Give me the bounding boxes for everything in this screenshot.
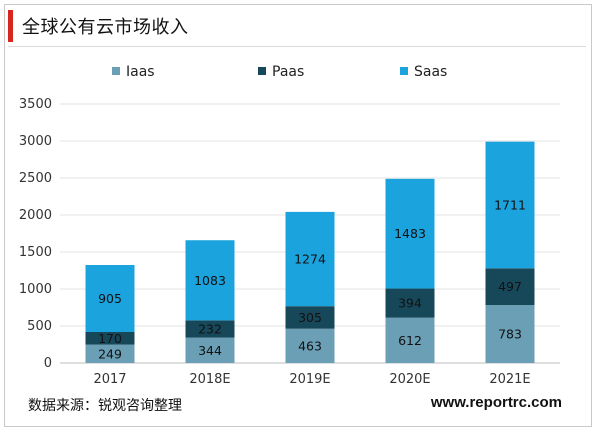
title-accent-bar xyxy=(8,10,13,42)
x-tick-label: 2020E xyxy=(389,372,430,387)
bar-segment xyxy=(85,265,135,332)
data-label: 905 xyxy=(98,291,122,306)
data-label: 612 xyxy=(398,333,422,348)
y-tick-label: 3500 xyxy=(19,97,52,112)
y-tick-label: 0 xyxy=(44,356,52,371)
legend-swatch xyxy=(112,67,120,75)
data-label: 1711 xyxy=(494,197,526,212)
x-tick-label: 2019E xyxy=(289,372,330,387)
y-tick-label: 1500 xyxy=(19,245,52,260)
data-label: 249 xyxy=(98,346,122,361)
bar-segment xyxy=(485,141,535,269)
bar-segment xyxy=(485,268,535,306)
bar-segment xyxy=(185,337,235,363)
website-link[interactable]: www.reportrc.com xyxy=(430,394,562,411)
bar-segment xyxy=(85,344,135,363)
x-tick-label: 2018E xyxy=(189,372,230,387)
x-tick-label: 2021E xyxy=(489,372,530,387)
bar-segment xyxy=(485,305,535,363)
source-note: 数据来源：锐观咨询整理 xyxy=(28,398,182,414)
data-label: 1083 xyxy=(194,273,226,288)
data-label: 783 xyxy=(498,327,522,342)
bar-segment xyxy=(185,240,235,321)
x-tick-label: 2017 xyxy=(93,372,126,387)
data-label: 1483 xyxy=(394,226,426,241)
chart-title: 全球公有云市场收入 xyxy=(22,17,189,38)
y-tick-label: 2500 xyxy=(19,171,52,186)
bar-segment xyxy=(85,331,135,345)
y-tick-label: 3000 xyxy=(19,134,52,149)
data-label: 394 xyxy=(398,296,422,311)
title-divider xyxy=(8,46,586,47)
data-label: 497 xyxy=(498,279,522,294)
data-label: 305 xyxy=(298,310,322,325)
y-tick-label: 500 xyxy=(27,319,52,334)
data-label: 344 xyxy=(198,343,222,358)
data-label: 170 xyxy=(98,331,122,346)
legend-label: Iaas xyxy=(126,64,155,80)
data-label: 232 xyxy=(198,321,222,336)
bar-segment xyxy=(285,211,335,307)
y-tick-label: 1000 xyxy=(19,282,52,297)
data-label: 1274 xyxy=(294,252,326,267)
legend-swatch xyxy=(400,67,408,75)
bar-segment xyxy=(385,317,435,363)
legend-label: Saas xyxy=(414,64,447,80)
data-label: 463 xyxy=(298,338,322,353)
legend-swatch xyxy=(258,67,266,75)
bar-segment xyxy=(285,328,335,363)
bar-segment xyxy=(385,288,435,318)
bar-segment xyxy=(385,178,435,289)
bar-segment xyxy=(285,306,335,329)
legend-label: Paas xyxy=(272,64,304,80)
y-tick-label: 2000 xyxy=(19,208,52,223)
bar-segment xyxy=(185,320,235,338)
